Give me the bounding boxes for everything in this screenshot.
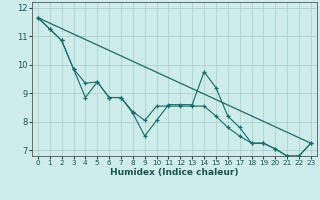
X-axis label: Humidex (Indice chaleur): Humidex (Indice chaleur) (110, 168, 239, 177)
